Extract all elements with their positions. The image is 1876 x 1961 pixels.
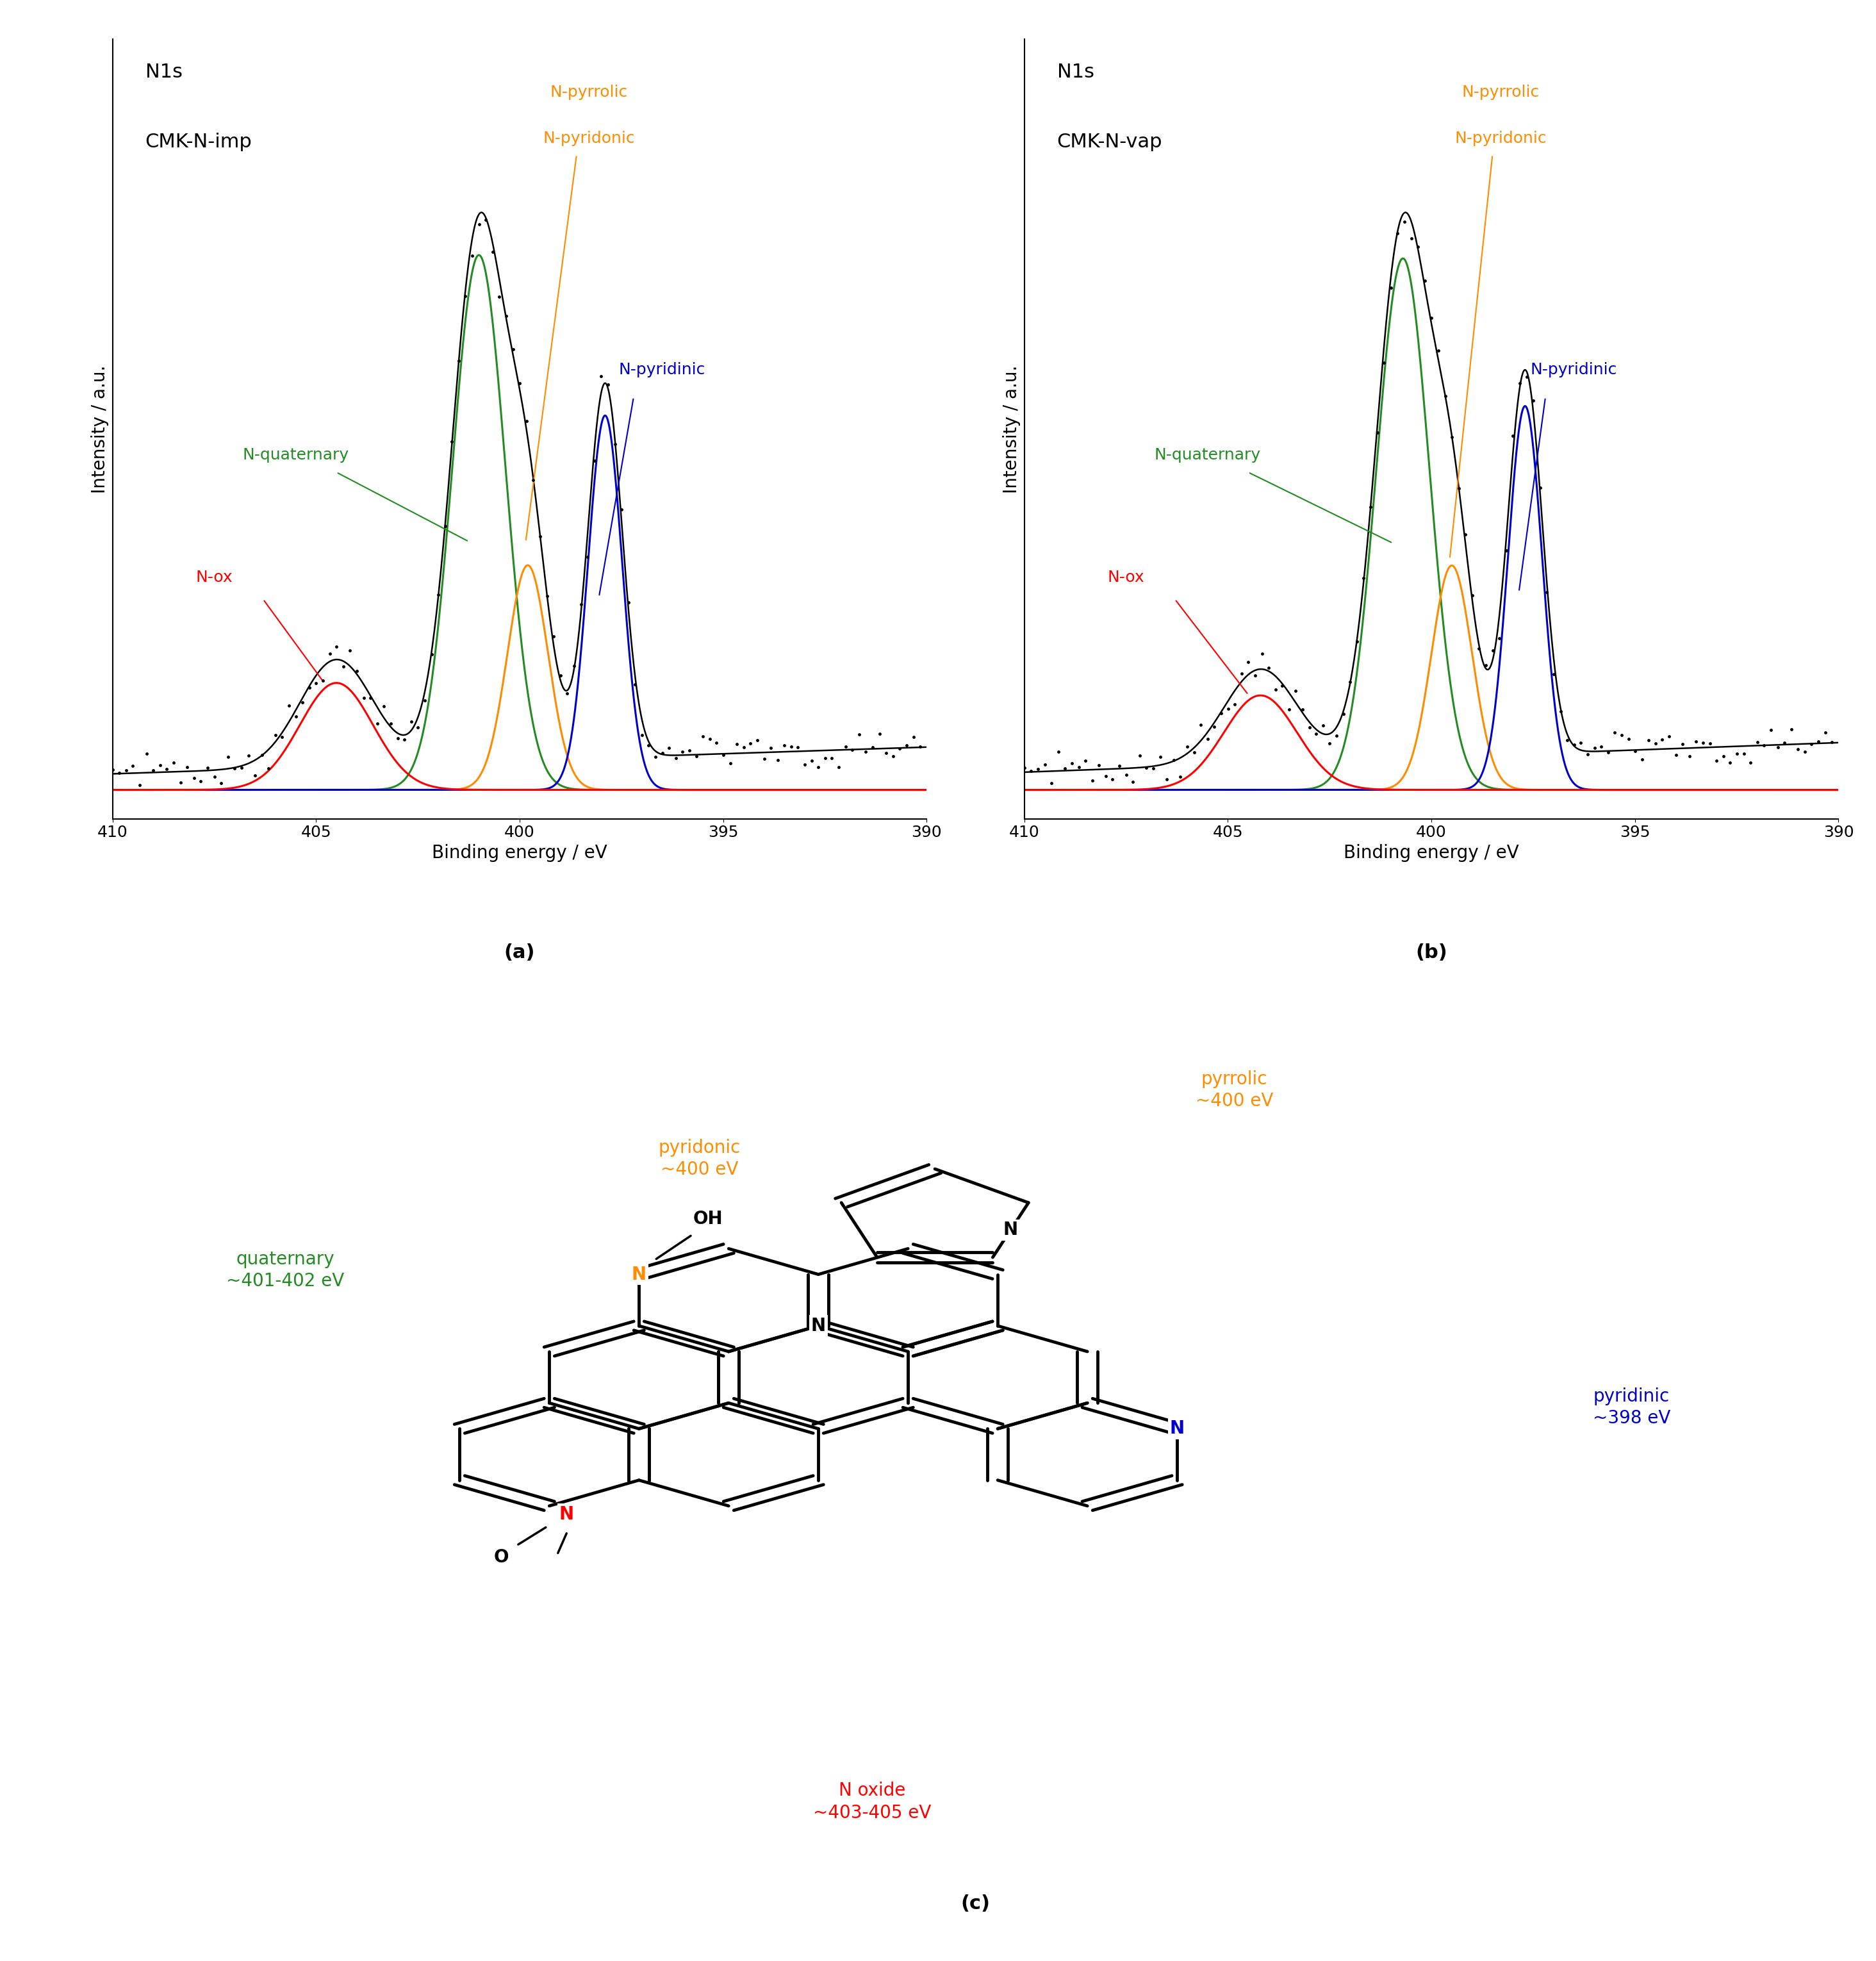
Text: N-pyrrolic: N-pyrrolic bbox=[550, 84, 628, 100]
Text: N: N bbox=[559, 1506, 574, 1524]
X-axis label: Binding energy / eV: Binding energy / eV bbox=[1343, 843, 1520, 863]
Text: N: N bbox=[1004, 1222, 1019, 1239]
Text: N-quaternary: N-quaternary bbox=[1154, 447, 1261, 463]
Text: N-pyridonic: N-pyridonic bbox=[542, 131, 634, 147]
Text: quaternary
~401-402 eV: quaternary ~401-402 eV bbox=[227, 1249, 343, 1290]
Text: N-ox: N-ox bbox=[195, 571, 233, 584]
X-axis label: Binding energy / eV: Binding energy / eV bbox=[431, 843, 608, 863]
Text: N oxide
~403-405 eV: N oxide ~403-405 eV bbox=[812, 1783, 930, 1822]
Text: pyridonic
~400 eV: pyridonic ~400 eV bbox=[658, 1139, 741, 1179]
Text: N-pyrrolic: N-pyrrolic bbox=[1461, 84, 1540, 100]
Text: (a): (a) bbox=[505, 943, 535, 963]
Text: N-pyridinic: N-pyridinic bbox=[619, 363, 705, 377]
Text: N-pyridonic: N-pyridonic bbox=[1454, 131, 1546, 147]
Text: N-quaternary: N-quaternary bbox=[242, 447, 349, 463]
Text: N1s: N1s bbox=[144, 63, 182, 80]
Text: N-pyridinic: N-pyridinic bbox=[1531, 363, 1617, 377]
Text: CMK-N-imp: CMK-N-imp bbox=[144, 133, 251, 151]
Text: pyrrolic
~400 eV: pyrrolic ~400 eV bbox=[1195, 1071, 1274, 1110]
Text: N: N bbox=[1169, 1420, 1184, 1437]
Text: N: N bbox=[810, 1318, 825, 1335]
Text: (c): (c) bbox=[961, 1894, 991, 1914]
Text: (b): (b) bbox=[1416, 943, 1448, 963]
Text: CMK-N-vap: CMK-N-vap bbox=[1056, 133, 1163, 151]
Y-axis label: Intensity / a.u.: Intensity / a.u. bbox=[92, 365, 109, 492]
Text: N1s: N1s bbox=[1056, 63, 1094, 80]
Y-axis label: Intensity / a.u.: Intensity / a.u. bbox=[1004, 365, 1021, 492]
Text: N-ox: N-ox bbox=[1107, 571, 1144, 584]
Text: N: N bbox=[632, 1265, 647, 1282]
Text: O: O bbox=[493, 1549, 508, 1567]
Text: OH: OH bbox=[692, 1210, 722, 1228]
Text: pyridinic
~398 eV: pyridinic ~398 eV bbox=[1593, 1386, 1670, 1428]
